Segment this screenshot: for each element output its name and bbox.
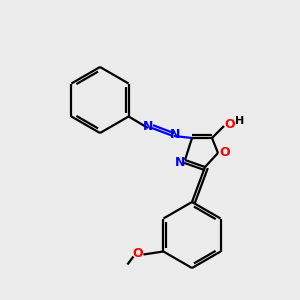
Text: N: N (175, 157, 185, 169)
Text: O: O (225, 118, 235, 130)
Text: N: N (170, 128, 180, 142)
Text: N: N (143, 121, 153, 134)
Text: H: H (236, 116, 244, 126)
Text: O: O (132, 247, 143, 260)
Text: O: O (220, 146, 230, 158)
